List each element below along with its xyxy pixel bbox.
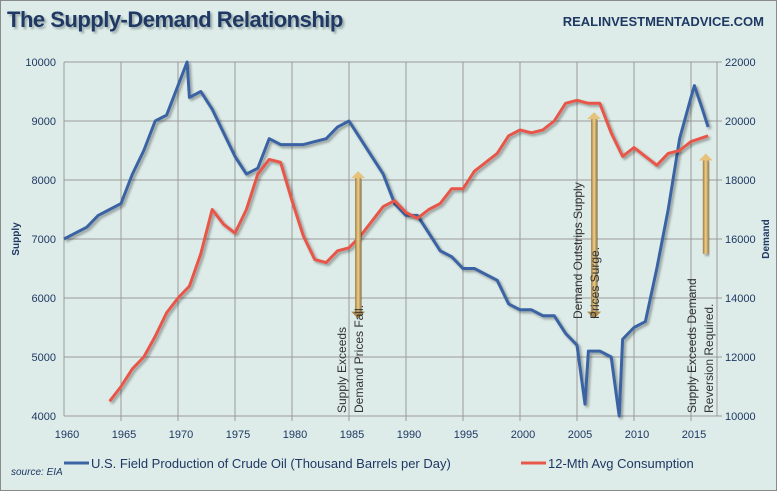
y-left-tick-label: 4000: [32, 411, 56, 423]
source-note: source: EIA: [11, 467, 63, 478]
y-left-tick-label: 7000: [32, 234, 56, 246]
x-tick-label: 1985: [340, 429, 364, 441]
x-tick-label: 2005: [568, 429, 592, 441]
arrow-head-up: [351, 171, 366, 179]
arrow-head-up: [698, 153, 713, 161]
y-left-tick-label: 6000: [32, 293, 56, 305]
site-watermark: REALINVESTMENTADVICE.COM: [562, 14, 764, 29]
y-right-axis-label: Demand: [761, 219, 772, 258]
y-right-tick-label: 12000: [725, 352, 756, 364]
annotation-text: Supply Exceeds: [335, 327, 349, 413]
arrow-head-down: [587, 311, 602, 319]
y-right-tick-label: 22000: [725, 57, 756, 69]
arrow-head-down: [351, 311, 366, 319]
series-line-consumption: [108, 98, 709, 403]
series-line-production: [63, 60, 710, 418]
annotation-text: Supply Exceeds Demand: [685, 278, 699, 413]
x-tick-label: 2010: [625, 429, 649, 441]
arrow-head-up: [587, 112, 602, 120]
x-tick-label: 1990: [397, 429, 421, 441]
x-tick-label: 1980: [283, 429, 307, 441]
y-left-axis-label: Supply: [11, 222, 22, 256]
y-left-tick-label: 5000: [32, 352, 56, 364]
y-left-tick-label: 10000: [25, 57, 56, 69]
x-tick-label: 1960: [55, 429, 79, 441]
x-tick-label: 2015: [682, 429, 706, 441]
x-tick-label: 2000: [511, 429, 535, 441]
x-tick-label: 1975: [226, 429, 250, 441]
x-tick-label: 1995: [454, 429, 478, 441]
y-left-tick-label: 9000: [32, 116, 56, 128]
annotation-text: Demand Prices Fall.: [352, 305, 366, 413]
annotation-arrow-shaft: [355, 177, 362, 313]
y-left-tick-label: 8000: [32, 175, 56, 187]
annotation-text: Demand Outstrips Supply: [571, 182, 585, 319]
y-right-tick-label: 18000: [725, 175, 756, 187]
x-tick-label: 1970: [169, 429, 193, 441]
annotation-text: Prices Surge.: [588, 247, 602, 319]
legend-label-production: U.S. Field Production of Crude Oil (Thou…: [91, 456, 451, 471]
y-right-tick-label: 10000: [725, 411, 756, 423]
annotation-arrow-shaft: [702, 159, 709, 254]
x-tick-label: 1965: [112, 429, 136, 441]
chart-title: The Supply-Demand Relationship: [7, 7, 343, 32]
y-right-tick-label: 16000: [725, 234, 756, 246]
y-right-tick-label: 14000: [725, 293, 756, 305]
annotation-arrow-shaft: [591, 118, 598, 313]
annotation-text: Reversion Required.: [702, 304, 716, 413]
legend-label-consumption: 12-Mth Avg Consumption: [548, 456, 694, 471]
y-right-tick-label: 20000: [725, 116, 756, 128]
